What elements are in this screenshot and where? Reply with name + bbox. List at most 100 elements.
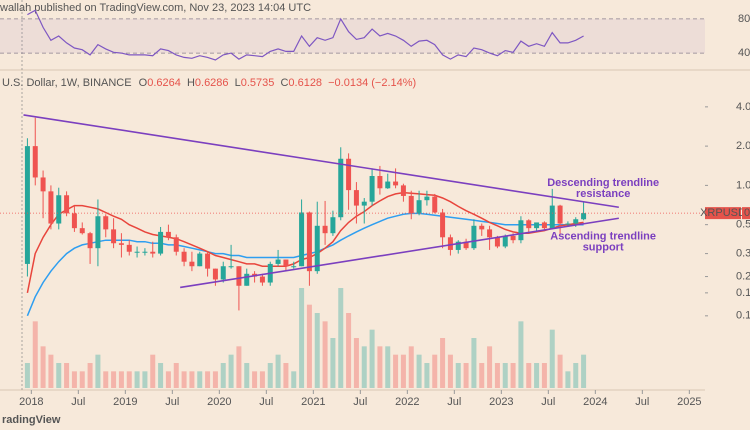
candle-body: [32, 146, 38, 178]
ohlc-label: C: [280, 77, 288, 89]
volume-bar: [518, 321, 524, 388]
volume-bar: [244, 363, 250, 388]
candle-body: [134, 251, 140, 253]
volume-bar: [330, 338, 336, 388]
symbol: U.S. Dollar, 1W, BINANCE: [2, 77, 132, 89]
volume-bar: [314, 313, 320, 388]
volume-bar: [111, 371, 117, 388]
volume-bar: [48, 354, 54, 388]
candle-body: [377, 176, 383, 189]
volume-bar: [205, 371, 211, 388]
volume-bar: [393, 354, 399, 388]
logo: radingView: [2, 414, 61, 426]
volume-bar: [385, 346, 391, 388]
volume-bar: [408, 346, 414, 388]
x-tick-label: 2020: [207, 396, 231, 408]
candle-body: [283, 259, 289, 267]
y-tick-label: 0.3000: [736, 247, 750, 259]
candle-body: [71, 213, 77, 229]
candle-body: [103, 216, 109, 230]
x-tick-label: Jul: [259, 396, 273, 408]
y-tick-label: 0.5000: [736, 219, 750, 231]
x-tick-label: Jul: [635, 396, 649, 408]
volume-bar: [95, 354, 101, 388]
volume-bar: [267, 363, 273, 388]
candle-body: [416, 200, 422, 214]
symbol-label: XRPUSD: [700, 207, 746, 219]
x-tick-label: 2022: [395, 396, 419, 408]
candle-body: [534, 222, 540, 229]
y-tick-label: 0.1500: [736, 287, 750, 299]
volume-bar: [259, 371, 265, 388]
change: −0.0134 (−2.14%): [328, 77, 416, 89]
x-tick-label: 2023: [489, 396, 513, 408]
volume-bar: [197, 371, 203, 388]
candle-body: [189, 261, 195, 267]
candle-body: [361, 201, 367, 206]
candle-body: [181, 251, 187, 262]
volume-bar: [134, 371, 140, 388]
ohlc-value: 0.5735: [241, 77, 275, 89]
volume-bar: [534, 363, 540, 388]
candle-body: [56, 195, 62, 224]
candle-body: [330, 217, 336, 234]
candle-body: [487, 229, 493, 238]
volume-bar: [432, 354, 438, 388]
candle-body: [197, 253, 203, 267]
symbol-tag: [705, 207, 741, 220]
candle-body: [275, 259, 281, 264]
volume-bar: [189, 371, 195, 388]
candle-body: [306, 212, 312, 272]
candle-body: [541, 222, 547, 229]
volume-bar: [557, 354, 563, 388]
volume-bar: [400, 354, 406, 388]
volume-bar: [87, 363, 93, 388]
volume-bar: [346, 313, 352, 388]
candle-body: [150, 251, 156, 254]
annotation: Descending trendline: [547, 177, 659, 189]
candle-body: [79, 228, 85, 234]
candle-body: [244, 273, 250, 286]
annotation: resistance: [576, 188, 630, 200]
candle-body: [518, 220, 524, 241]
ohlc-value: 0.6128: [288, 77, 322, 89]
candle-body: [142, 251, 148, 253]
volume-bar: [581, 354, 587, 388]
volume-bar: [64, 363, 70, 388]
candle-body: [479, 225, 485, 230]
volume-bar: [181, 371, 187, 388]
candle-body: [299, 212, 305, 267]
volume-bar: [220, 363, 226, 388]
volume-bar: [573, 363, 579, 388]
volume-bar: [471, 338, 477, 388]
candle-body: [400, 185, 406, 196]
volume-bar: [541, 363, 547, 388]
candle-body: [236, 266, 242, 286]
x-tick-label: 2024: [583, 396, 607, 408]
candle-body: [291, 266, 297, 268]
volume-bar: [252, 371, 258, 388]
x-tick-label: 2025: [677, 396, 701, 408]
volume-bar: [487, 346, 493, 388]
candle-body: [494, 237, 500, 247]
volume-bar: [275, 354, 281, 388]
candle-body: [463, 241, 469, 249]
volume-bar: [103, 371, 109, 388]
candle-body: [87, 233, 93, 249]
volume-bar: [502, 363, 508, 388]
x-tick-label: 2018: [19, 396, 43, 408]
candle-body: [322, 225, 328, 234]
x-tick-label: Jul: [165, 396, 179, 408]
volume-bar: [165, 371, 171, 388]
volume-bar: [24, 363, 30, 388]
volume-bar: [353, 338, 359, 388]
volume-bar: [150, 354, 156, 388]
volume-bar: [142, 371, 148, 388]
candle-body: [126, 244, 132, 252]
candle-body: [510, 235, 516, 241]
trendline: [23, 114, 619, 209]
candle-body: [557, 205, 563, 224]
volume-bar: [40, 346, 46, 388]
rsi-line: [27, 9, 584, 61]
